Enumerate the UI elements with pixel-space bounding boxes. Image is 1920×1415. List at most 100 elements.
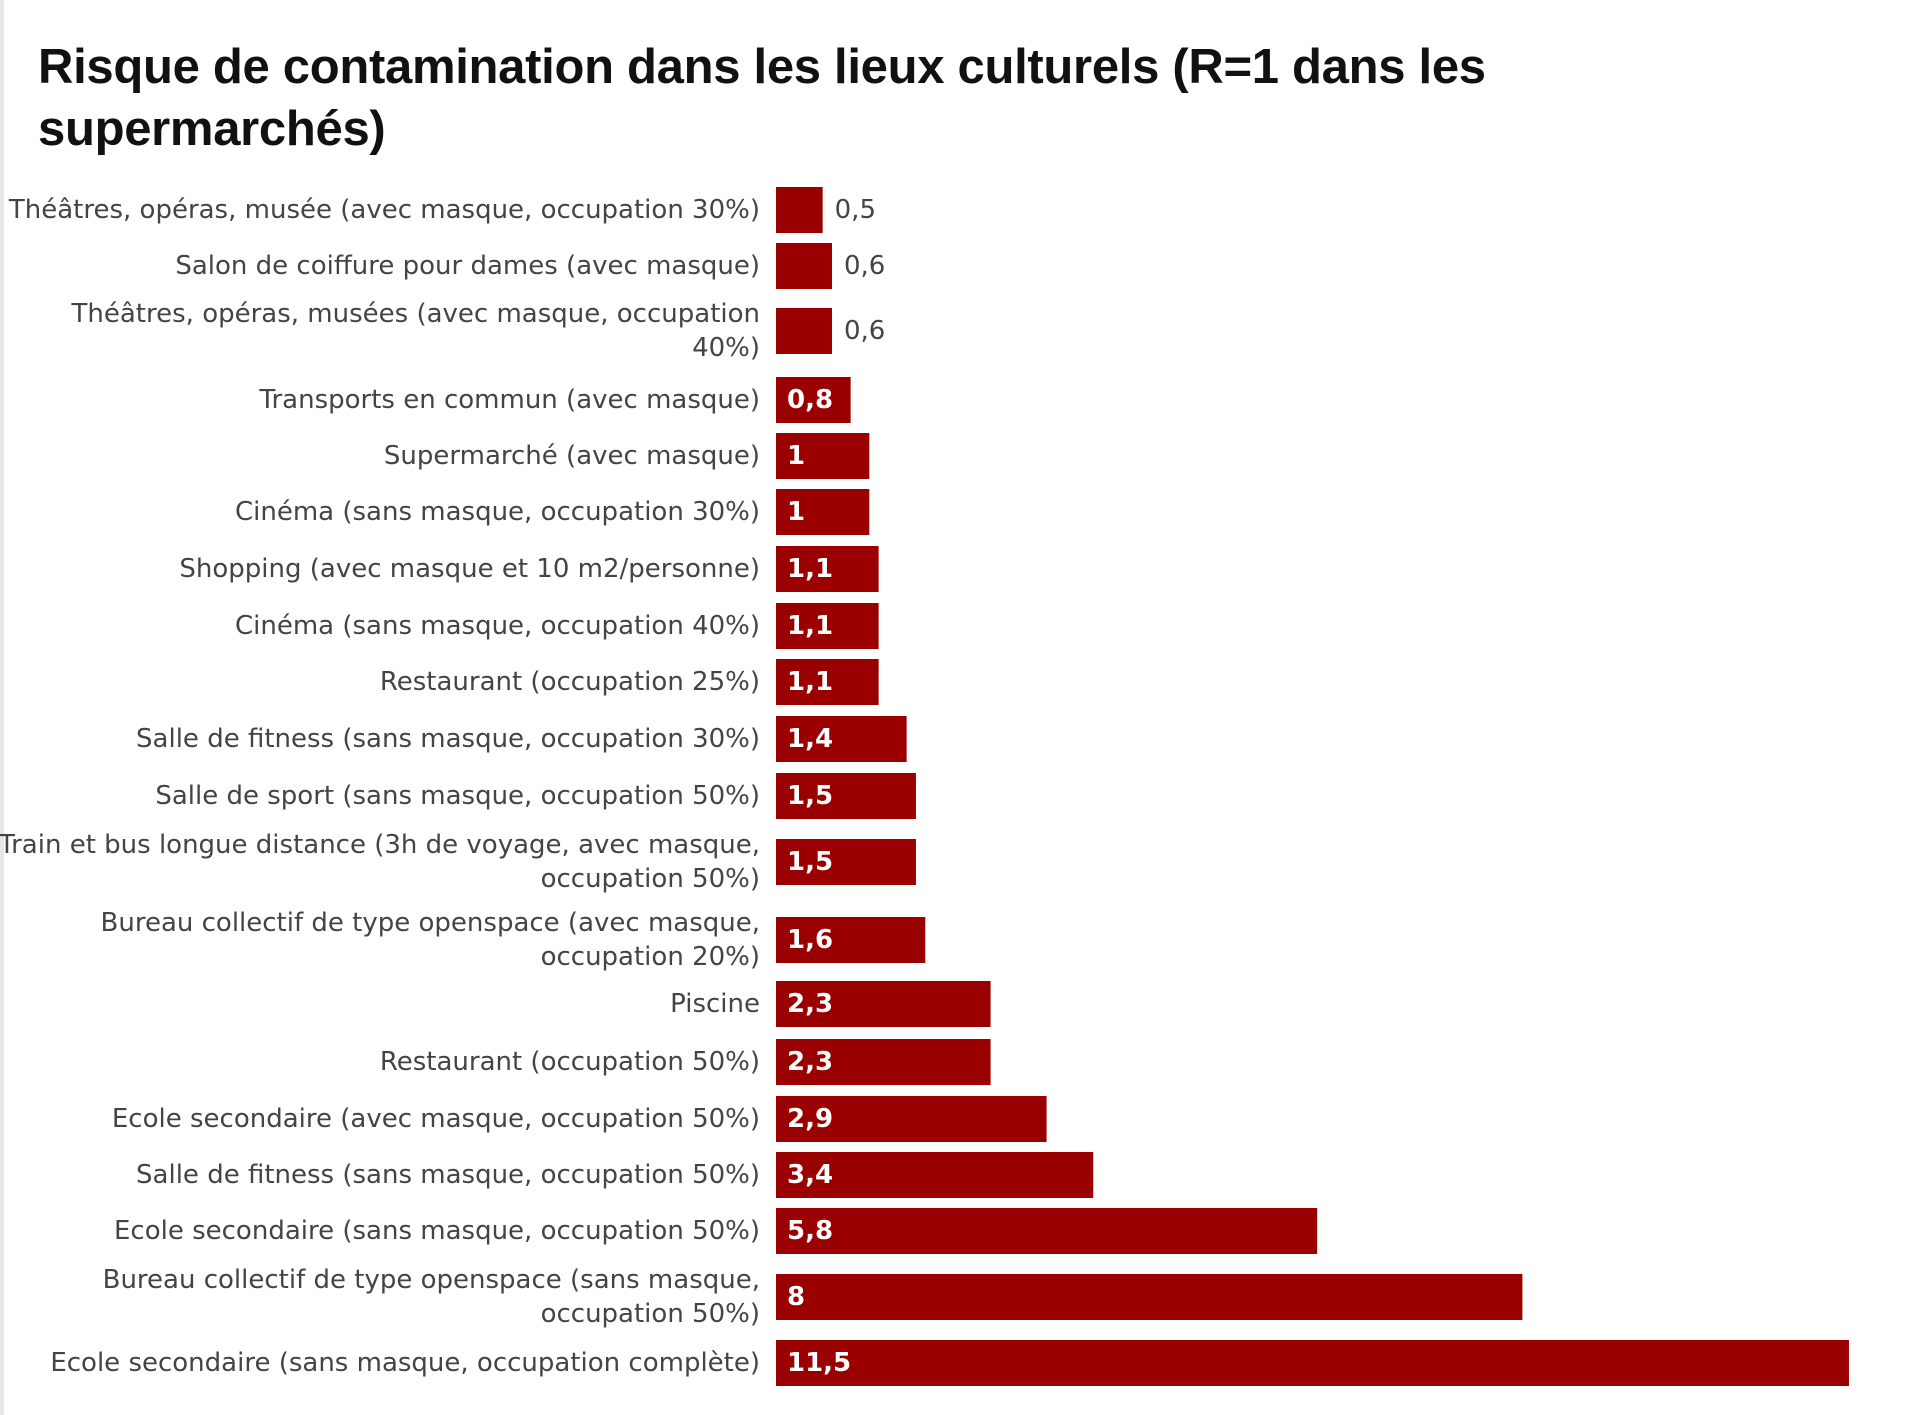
category-label-line: Ecole secondaire (sans masque, occupatio… [114,1216,760,1246]
value-label: 8 [787,1282,805,1312]
category-label-line: Salon de coiffure pour dames (avec masqu… [175,251,760,281]
bar [776,716,907,762]
category-label-line: Shopping (avec masque et 10 m2/personne) [179,554,760,584]
category-label: Ecole secondaire (sans masque, occupatio… [114,1216,760,1246]
bar [776,1152,1094,1198]
category-label-line: Cinéma (sans masque, occupation 40%) [235,611,760,641]
bar-row: Théâtres, opéras, musée (avec masque, oc… [8,187,876,233]
category-label-line: Ecole secondaire (avec masque, occupatio… [112,1104,760,1134]
bar-row: Piscine 2,3 [670,981,991,1027]
bar-row: Salle de fitness (sans masque, occupatio… [136,716,907,762]
category-label-line: Piscine [670,989,760,1019]
bar-row: Supermarché (avec masque) 1 [384,433,870,479]
category-label-line: Train et bus longue distance (3h de voya… [0,830,760,860]
bar [776,603,879,649]
chart-title: Risque de contamination dans les lieux c… [38,40,1486,156]
value-label: 0,6 [844,251,885,281]
category-label-line: Bureau collectif de type openspace (sans… [103,1265,760,1295]
bar [776,1274,1523,1320]
category-label: Salon de coiffure pour dames (avec masqu… [175,251,760,281]
value-label: 1 [787,497,805,527]
bar-row: Ecole secondaire (sans masque, occupatio… [50,1340,1849,1386]
category-label: Restaurant (occupation 50%) [380,1047,760,1077]
category-label-line: occupation 20%) [541,942,760,972]
category-label: Salle de fitness (sans masque, occupatio… [136,1160,760,1190]
bar-row: Restaurant (occupation 50%) 2,3 [380,1039,991,1085]
bar [776,377,851,423]
bar-row: Ecole secondaire (avec masque, occupatio… [112,1096,1047,1142]
category-label: Cinéma (sans masque, occupation 30%) [235,497,760,527]
bar [776,917,926,963]
category-label-line: Transports en commun (avec masque) [258,385,760,415]
bar-row: Salle de fitness (sans masque, occupatio… [136,1152,1094,1198]
category-label-line: 40%) [692,333,760,363]
category-label: Ecole secondaire (sans masque, occupatio… [50,1348,760,1378]
category-label: Salle de sport (sans masque, occupation … [155,781,760,811]
category-label: Salle de fitness (sans masque, occupatio… [136,724,760,754]
value-label: 2,9 [787,1104,833,1134]
bar-row: Train et bus longue distance (3h de voya… [0,830,916,894]
category-label-line: Cinéma (sans masque, occupation 30%) [235,497,760,527]
category-label-line: Théâtres, opéras, musée (avec masque, oc… [8,195,760,225]
category-label: Bureau collectif de type openspace (sans… [103,1265,760,1329]
bar [776,243,832,289]
value-label: 1,5 [787,847,833,877]
category-label: Théâtres, opéras, musées (avec masque, o… [71,299,760,363]
bar [776,773,916,819]
bar-row: Cinéma (sans masque, occupation 40%) 1,1 [235,603,879,649]
category-label: Shopping (avec masque et 10 m2/personne) [179,554,760,584]
category-label: Piscine [670,989,760,1019]
value-label: 1,4 [787,724,833,754]
value-label: 1,6 [787,925,833,955]
value-label: 5,8 [787,1216,833,1246]
category-label-line: Restaurant (occupation 25%) [380,667,760,697]
category-label: Train et bus longue distance (3h de voya… [0,830,760,894]
bar-row: Ecole secondaire (sans masque, occupatio… [114,1208,1318,1254]
category-label-line: occupation 50%) [541,864,760,894]
category-label-line: occupation 50%) [541,1299,760,1329]
bar-row: Salon de coiffure pour dames (avec masqu… [175,243,885,289]
value-label: 2,3 [787,1047,833,1077]
bar [776,659,879,705]
bar-row: Bureau collectif de type openspace (sans… [103,1265,1523,1329]
bar-row: Cinéma (sans masque, occupation 30%) 1 [235,489,870,535]
bar [776,1096,1047,1142]
value-label: 0,6 [844,316,885,346]
category-label: Transports en commun (avec masque) [258,385,760,415]
bar-row: Salle de sport (sans masque, occupation … [155,773,916,819]
bar [776,1340,1849,1386]
value-label: 1,1 [787,554,833,584]
category-label: Bureau collectif de type openspace (avec… [101,908,760,972]
bar [776,981,991,1027]
value-label: 1,5 [787,781,833,811]
value-label: 2,3 [787,989,833,1019]
bar-row: Théâtres, opéras, musées (avec masque, o… [71,299,886,363]
bar [776,546,879,592]
value-label: 0,5 [835,195,876,225]
value-label: 1,1 [787,667,833,697]
left-edge-border [0,0,4,1415]
bar-row: Restaurant (occupation 25%) 1,1 [380,659,879,705]
category-label: Restaurant (occupation 25%) [380,667,760,697]
value-label: 1 [787,441,805,471]
bar [776,1039,991,1085]
category-label-line: Salle de fitness (sans masque, occupatio… [136,724,760,754]
bar [776,187,823,233]
bar [776,433,870,479]
category-label-line: Restaurant (occupation 50%) [380,1047,760,1077]
category-label-line: Salle de fitness (sans masque, occupatio… [136,1160,760,1190]
bar-row: Shopping (avec masque et 10 m2/personne)… [179,546,879,592]
bar [776,308,832,354]
category-label-line: Bureau collectif de type openspace (avec… [101,908,760,938]
category-label-line: Salle de sport (sans masque, occupation … [155,781,760,811]
bar [776,839,916,885]
category-label: Ecole secondaire (avec masque, occupatio… [112,1104,760,1134]
category-label-line: Supermarché (avec masque) [384,441,760,471]
category-label: Supermarché (avec masque) [384,441,760,471]
value-label: 1,1 [787,611,833,641]
value-label: 3,4 [787,1160,833,1190]
category-label: Cinéma (sans masque, occupation 40%) [235,611,760,641]
value-label: 11,5 [787,1348,851,1378]
bar-row: Bureau collectif de type openspace (avec… [101,908,926,972]
